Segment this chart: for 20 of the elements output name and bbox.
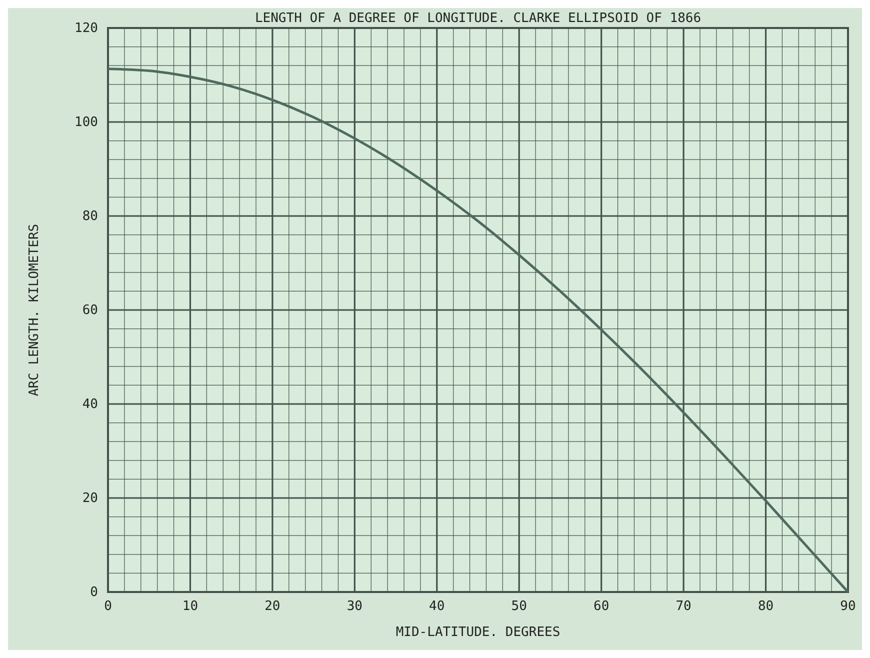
x-tick-label: 90 bbox=[840, 599, 856, 614]
x-axis-title: MID-LATITUDE. DEGREES bbox=[396, 625, 560, 640]
y-tick-label: 80 bbox=[82, 209, 98, 224]
x-tick-label: 50 bbox=[511, 599, 527, 614]
x-tick-label: 0 bbox=[104, 599, 112, 614]
chart-title: LENGTH OF A DEGREE OF LONGITUDE. CLARKE ELLIPSOID OF 1866 bbox=[254, 11, 702, 26]
y-tick-label: 0 bbox=[90, 585, 98, 600]
y-tick-label: 40 bbox=[82, 397, 98, 412]
x-tick-label: 70 bbox=[676, 599, 692, 614]
x-tick-label: 30 bbox=[346, 599, 362, 614]
y-tick-label: 100 bbox=[74, 115, 98, 130]
x-tick-label: 60 bbox=[594, 599, 610, 614]
x-tick-label: 40 bbox=[429, 599, 445, 614]
y-tick-label: 20 bbox=[82, 491, 98, 506]
x-tick-label: 10 bbox=[182, 599, 198, 614]
y-axis-title: ARC LENGTH. KILOMETERS bbox=[27, 224, 42, 396]
x-tick-label: 20 bbox=[264, 599, 280, 614]
y-tick-label: 120 bbox=[74, 21, 98, 36]
y-tick-label: 60 bbox=[82, 303, 98, 318]
x-tick-label: 80 bbox=[758, 599, 774, 614]
